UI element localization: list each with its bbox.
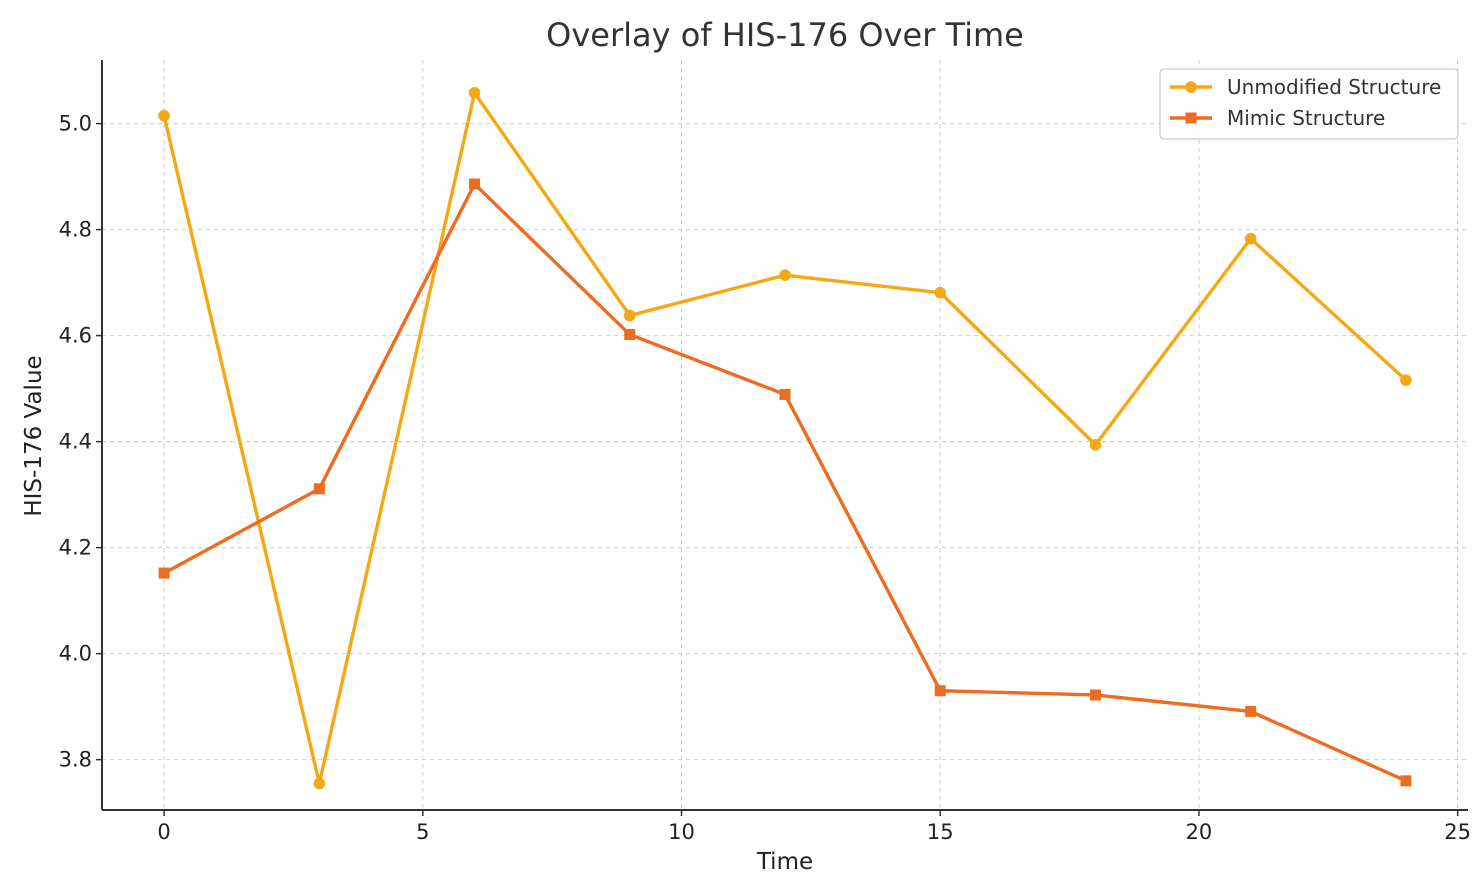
legend-marker-mimic-structure: [1185, 112, 1197, 124]
legend-box: [1159, 68, 1459, 140]
data-point-unmodified-structure: [779, 269, 791, 281]
data-point-unmodified-structure: [1244, 232, 1257, 245]
data-point-unmodified-structure: [313, 777, 326, 790]
data-point-mimic-structure: [779, 388, 791, 400]
legend-label-unmodified-structure: Unmodified Structure: [1227, 75, 1441, 99]
y-tick-label: 3.8: [59, 748, 92, 772]
legend-entry-unmodified-structure: Unmodified Structure: [1170, 75, 1441, 99]
grid: [102, 60, 1468, 810]
data-point-unmodified-structure: [158, 109, 170, 122]
y-tick-label: 4.4: [59, 430, 92, 454]
x-tick-label: 20: [1186, 820, 1213, 844]
data-point-unmodified-structure: [623, 309, 636, 322]
series-mimic-structure: [158, 178, 1412, 787]
legend-entry-mimic-structure: Mimic Structure: [1170, 106, 1385, 130]
data-point-mimic-structure: [1245, 705, 1257, 717]
data-point-mimic-structure: [469, 178, 481, 190]
y-tick-label: 4.2: [59, 536, 92, 560]
data-point-unmodified-structure: [468, 87, 481, 99]
data-point-unmodified-structure: [1400, 374, 1412, 386]
y-tick-label: 4.6: [59, 324, 92, 348]
series-layer: [158, 87, 1412, 790]
series-unmodified-structure: [158, 87, 1412, 790]
axes: [101, 60, 1468, 811]
data-point-mimic-structure: [313, 483, 325, 495]
data-point-mimic-structure: [934, 685, 946, 697]
y-tick-label: 5.0: [59, 112, 92, 136]
data-point-unmodified-structure: [934, 286, 947, 299]
x-tick-label: 10: [668, 820, 695, 844]
ticks: 0 5 10 15 20 25 3.8 4.0 4.2 4.4 4.6 4.8 5.0: [59, 112, 1471, 844]
x-tick-label: 0: [157, 820, 170, 844]
series-line-unmodified-structure: [162, 91, 1408, 786]
data-point-unmodified-structure: [1089, 439, 1102, 451]
legend-label-mimic-structure: Mimic Structure: [1227, 106, 1385, 130]
y-tick-label: 4.8: [59, 218, 92, 242]
y-axis-label: HIS-176 Value: [21, 355, 47, 516]
data-point-mimic-structure: [1089, 689, 1101, 701]
y-tick-label: 4.0: [59, 642, 92, 666]
chart-title: Overlay of HIS-176 Over Time: [546, 16, 1024, 54]
x-axis-label: Time: [756, 849, 813, 875]
data-point-mimic-structure: [158, 567, 170, 579]
x-tick-label: 15: [927, 820, 954, 844]
legend-marker-unmodified-structure: [1185, 81, 1197, 93]
data-point-mimic-structure: [1400, 775, 1412, 787]
legend: Unmodified Structure Mimic Structure: [1159, 68, 1459, 140]
x-tick-label: 25: [1444, 820, 1471, 844]
x-tick-label: 5: [416, 820, 429, 844]
data-point-mimic-structure: [624, 329, 636, 341]
